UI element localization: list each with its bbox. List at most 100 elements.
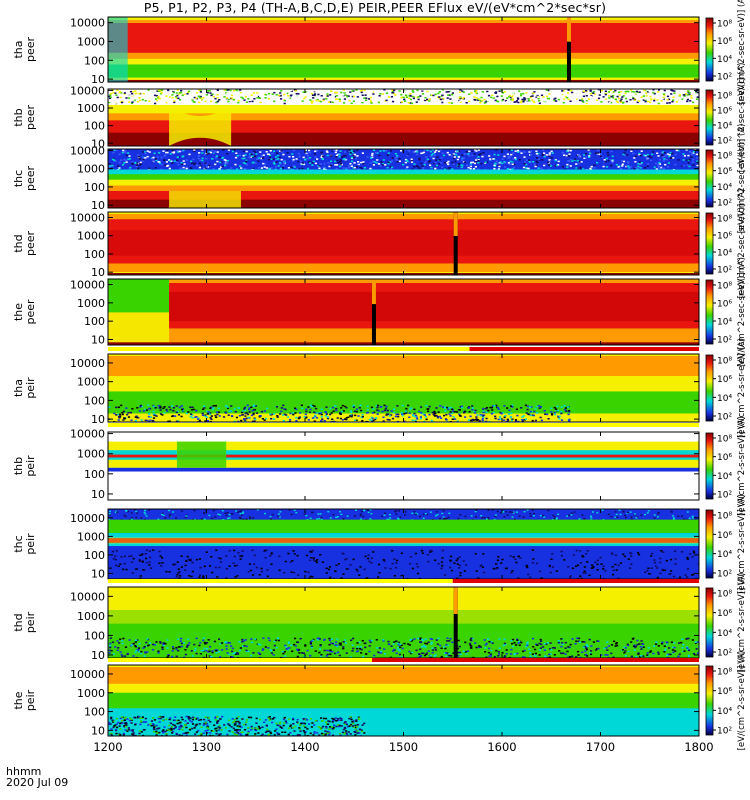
y-tick-label: 10 — [91, 333, 105, 346]
y-tick-label: 100 — [84, 315, 105, 328]
panel-ylabel: thbpeer — [12, 105, 37, 131]
spectrogram-image — [108, 89, 699, 146]
colorbar-tick-label: 10⁴ — [717, 55, 732, 65]
colorbar-tick-label: 10² — [717, 199, 732, 209]
data-gap-cap — [371, 279, 376, 305]
panel-thb-peir: 10 100 1000 10000 thbpeir 10⁸ 10⁶ 10⁴ 10² [eV/(cm… — [12, 416, 747, 516]
y-tick-label: 10000 — [70, 512, 105, 525]
colorbar-tick-label: 10² — [717, 266, 732, 276]
colorbar-tick-label: 10⁶ — [717, 167, 732, 177]
y-tick-label: 1000 — [77, 297, 105, 310]
y-tick-label: 10 — [91, 73, 105, 86]
y-tick-label: 10 — [91, 137, 105, 150]
y-tick-label: 100 — [84, 394, 105, 407]
colorbar-tick-label: 10⁸ — [717, 215, 732, 225]
mode-bar-segment — [452, 579, 699, 583]
y-tick-label: 100 — [84, 706, 105, 719]
y-tick-label: 10000 — [70, 590, 105, 603]
colorbar-tick-label: 10⁴ — [717, 318, 732, 328]
y-tick-label: 10000 — [70, 279, 105, 292]
panel-thb-peer: 10 100 1000 10000 thbpeer 10⁸ 10⁶ 10⁴ 10² [eV/(cm… — [12, 63, 747, 173]
colorbar-label: [eV/(cm^2-sec-sr-eV)] (A) — [737, 63, 747, 173]
mode-bar-segment — [469, 347, 699, 351]
y-tick-label: 10000 — [70, 144, 105, 157]
y-tick-label: 100 — [84, 629, 105, 642]
panel-ylabel: thapeir — [12, 377, 37, 399]
y-tick-label: 10 — [91, 724, 105, 737]
panel-thc-peer: 10 100 1000 10000 thcpeer 10⁸ 10⁶ 10⁴ 10² [eV/(cm… — [12, 124, 747, 234]
mode-bar-segment — [108, 347, 470, 351]
colorbar-tick-label: 10⁴ — [717, 249, 732, 259]
panel-the-peer: 10 100 1000 10000 thepeer 10⁸ 10⁶ 10⁴ 10² [eV/(cm… — [12, 257, 747, 367]
y-tick-label: 10000 — [70, 357, 105, 370]
colorbar: 10⁸ 10⁶ 10⁴ 10² [eV/(cm^2-sec-sr-eV)] (A) — [705, 63, 747, 173]
spectrogram-image — [108, 212, 699, 275]
date-label: 2020 Jul 09 — [6, 776, 69, 789]
spectrogram-image — [108, 509, 699, 579]
mode-bar — [108, 658, 699, 662]
colorbar: 10⁸ 10⁶ 10⁴ 10² [eV/(cm^2-s-sr-eV)] (A) — [705, 651, 747, 750]
mode-bar-segment — [108, 579, 453, 583]
colorbar-tick-label: 10⁶ — [717, 107, 732, 117]
colorbar-tick-label: 10⁶ — [717, 531, 732, 541]
colorbar-tick-label: 10² — [717, 336, 732, 346]
y-tick-label: 100 — [84, 248, 105, 261]
y-tick-label: 100 — [84, 468, 105, 481]
spectrogram-image — [108, 665, 699, 736]
data-gap-cap — [453, 212, 458, 236]
y-tick-label: 1000 — [77, 230, 105, 243]
colorbar: 10⁸ 10⁶ 10⁴ 10² [eV/(cm^2-s-sr-eV)] (A) — [705, 494, 747, 594]
mode-bar-segment — [371, 658, 699, 662]
spectrogram-image — [108, 354, 699, 422]
colorbar-tick-label: 10⁸ — [717, 20, 732, 30]
colorbar-tick-label: 10⁶ — [717, 232, 732, 242]
colorbar-label: [eV/(cm^2-sec-sr-eV)] (A) — [737, 257, 747, 367]
colorbar-tick-label: 10² — [717, 491, 732, 501]
colorbar-tick-label: 10⁸ — [717, 282, 732, 292]
y-tick-label: 10 — [91, 199, 105, 212]
y-tick-label: 10 — [91, 413, 105, 426]
y-tick-label: 100 — [84, 120, 105, 133]
spectrogram-image — [108, 432, 699, 500]
mode-bar-segment — [108, 658, 372, 662]
spectrogram-image — [108, 279, 699, 345]
colorbar-label: [eV/(cm^2-s-sr-eV)] (A) — [737, 573, 747, 673]
y-tick-label: 1000 — [77, 163, 105, 176]
y-tick-label: 100 — [84, 54, 105, 67]
colorbar: 10⁸ 10⁶ 10⁴ 10² [eV/(cm^2-s-sr-eV)] (A) — [705, 338, 747, 438]
panel-tha-peer: 10 100 1000 10000 thapeer 10⁸ 10⁶ 10⁴ 10² [eV/(cm… — [12, 0, 747, 104]
colorbar-tick-label: 10⁸ — [717, 92, 732, 102]
x-tick-label: 1300 — [192, 740, 221, 754]
colorbar: 10⁸ 10⁶ 10⁴ 10² [eV/(cm^2-s-sr-eV)] (A) — [705, 573, 747, 673]
panel-tha-peir: 10 100 1000 10000 thapeir 10⁸ 10⁶ 10⁴ 10² [eV/(cm… — [12, 338, 747, 438]
data-gap-strip — [453, 212, 458, 275]
figure-title: P5, P1, P2, P3, P4 (TH-A,B,C,D,E) PEIR,P… — [143, 0, 607, 15]
y-tick-label: 10 — [91, 488, 105, 501]
panel-thd-peer: 10 100 1000 10000 thdpeer 10⁸ 10⁶ 10⁴ 10² [eV/(cm… — [12, 189, 747, 299]
spectrogram-image — [108, 149, 699, 208]
data-gap-cap — [453, 587, 458, 614]
y-tick-label: 100 — [84, 549, 105, 562]
colorbar-tick-label: 10⁶ — [717, 687, 732, 697]
mode-bar — [108, 347, 699, 351]
panel-thc-peir: 10 100 1000 10000 thcpeir 10⁸ 10⁶ 10⁴ 10² [eV/(cm… — [12, 494, 747, 594]
colorbar: 10⁸ 10⁶ 10⁴ 10² [eV/(cm^2-sec-sr-eV)] (A) — [705, 189, 747, 298]
panel-ylabel: thcpeir — [12, 533, 37, 555]
y-tick-label: 10000 — [70, 428, 105, 441]
colorbar-tick-label: 10⁸ — [717, 152, 732, 162]
spectrogram-image — [108, 17, 699, 82]
y-tick-label: 1000 — [77, 102, 105, 115]
mode-bar-segment — [108, 423, 699, 427]
y-tick-label: 10000 — [70, 17, 105, 30]
mode-bar — [108, 579, 699, 583]
y-tick-label: 10 — [91, 266, 105, 279]
colorbar-tick-label: 10⁶ — [717, 375, 732, 385]
colorbar-tick-label: 10⁴ — [717, 122, 732, 132]
colorbar: 10⁸ 10⁶ 10⁴ 10² [eV/(cm^2-sec-sr-eV)] (A) — [705, 0, 747, 104]
colorbar-label: [eV/(cm^2-sec-sr-eV)] (A) — [737, 0, 747, 104]
y-tick-label: 10000 — [70, 84, 105, 97]
colorbar-tick-label: 10² — [717, 727, 732, 737]
x-tick-label: 1200 — [93, 740, 122, 754]
panel-thd-peir: 10 100 1000 10000 thdpeir 10⁸ 10⁶ 10⁴ 10² [eV/(cm… — [12, 573, 747, 673]
colorbar-tick-label: 10² — [717, 649, 732, 659]
